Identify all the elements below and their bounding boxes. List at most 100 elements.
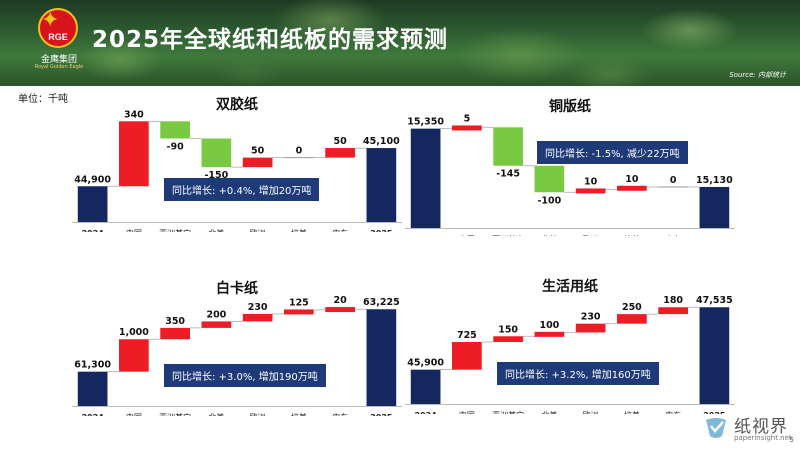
data-label: 15,130 bbox=[696, 175, 733, 186]
data-label: 0 bbox=[670, 175, 677, 186]
logo-english-name: Royal Golden Eagle bbox=[34, 64, 84, 70]
header-banner: ✦ RGE 金鹰集团 Royal Golden Eagle 2025年全球纸和纸… bbox=[0, 0, 800, 86]
data-label: 150 bbox=[498, 324, 518, 335]
data-label: 100 bbox=[539, 320, 559, 331]
data-label: 47,535 bbox=[696, 295, 733, 306]
category-label: 中东 bbox=[665, 410, 681, 414]
total-bar bbox=[410, 128, 441, 228]
category-label: 2024 bbox=[81, 229, 104, 232]
data-label: 230 bbox=[581, 312, 601, 323]
total-bar bbox=[366, 309, 397, 406]
category-label: 中国 bbox=[459, 234, 475, 236]
increase-bar bbox=[242, 313, 273, 322]
data-label: -100 bbox=[537, 195, 561, 206]
data-label: 63,225 bbox=[363, 297, 400, 308]
data-label: 45,100 bbox=[363, 136, 400, 147]
page-title: 2025年全球纸和纸板的需求预测 bbox=[92, 27, 449, 53]
increase-bar bbox=[617, 185, 647, 191]
chart-panel-coated: 铜版纸 15,350 2024 5 中国 -145 亚洲其它 -100 北美 10 欧洲 10 拉美 0… bbox=[405, 96, 735, 236]
eagle-icon: ✦ bbox=[41, 8, 60, 33]
increase-bar bbox=[201, 321, 232, 328]
chart-panel-ivory-board: 白卡纸 61,300 2024 1,000 中国 350 亚洲其它 200 北美 230 欧洲 12… bbox=[72, 276, 402, 416]
data-label: 50 bbox=[334, 136, 348, 147]
data-label: 125 bbox=[289, 297, 309, 308]
growth-note: 同比增长: +3.2%, 增加160万吨 bbox=[497, 362, 659, 385]
category-label: 欧洲 bbox=[583, 410, 599, 414]
data-label: 350 bbox=[165, 316, 185, 327]
category-label: 中国 bbox=[126, 412, 142, 416]
category-label: 2025 bbox=[703, 411, 726, 414]
increase-bar bbox=[575, 323, 606, 333]
increase-bar bbox=[658, 307, 688, 315]
category-label: 中国 bbox=[126, 228, 142, 232]
category-label: 2024 bbox=[414, 411, 437, 414]
category-label: 欧洲 bbox=[250, 228, 266, 232]
increase-bar bbox=[119, 121, 149, 187]
category-label: 2025 bbox=[370, 229, 393, 232]
increase-bar bbox=[325, 307, 355, 313]
data-label: 20 bbox=[334, 295, 348, 306]
data-label: -150 bbox=[204, 170, 228, 181]
data-label: 10 bbox=[625, 174, 639, 185]
increase-bar bbox=[452, 125, 482, 131]
category-label: 2024 bbox=[414, 235, 437, 236]
total-bar bbox=[366, 148, 397, 222]
category-label: 中国 bbox=[459, 410, 475, 414]
data-label: 1,000 bbox=[119, 327, 149, 338]
increase-bar bbox=[284, 309, 314, 315]
chart-panel-tissue: 生活用纸 45,900 2024 725 中国 150 亚洲其它 100 北美 230 欧洲 250… bbox=[405, 274, 735, 414]
category-label: 欧洲 bbox=[250, 412, 266, 416]
data-label: -145 bbox=[496, 169, 520, 180]
increase-bar bbox=[617, 314, 647, 324]
category-label: 拉美 bbox=[291, 228, 307, 232]
category-label: 北美 bbox=[541, 410, 557, 414]
chart-title: 铜版纸 bbox=[549, 99, 591, 115]
category-label: 2024 bbox=[81, 413, 104, 416]
decrease-bar bbox=[534, 165, 565, 193]
category-label: 2025 bbox=[703, 235, 726, 236]
forest-background bbox=[0, 0, 800, 86]
watermark: 纸视界 paperinsight.net bbox=[702, 410, 798, 448]
increase-bar bbox=[534, 331, 565, 337]
chart-title: 双胶纸 bbox=[216, 97, 258, 113]
logo-text: RGE bbox=[48, 32, 68, 42]
watermark-text: 纸视界 bbox=[734, 417, 788, 437]
logo-emblem bbox=[38, 8, 78, 48]
increase-bar bbox=[452, 341, 482, 370]
category-label: 亚洲其它 bbox=[492, 410, 524, 414]
total-bar bbox=[77, 371, 108, 406]
data-label: 0 bbox=[296, 146, 303, 157]
category-label: 拉美 bbox=[624, 234, 640, 236]
chart-title: 生活用纸 bbox=[542, 279, 598, 295]
waterfall-chart: 61,300 2024 1,000 中国 350 亚洲其它 200 北美 230 欧洲 125 拉美 2… bbox=[72, 295, 402, 416]
category-label: 拉美 bbox=[624, 410, 640, 414]
data-label: 725 bbox=[457, 330, 477, 341]
growth-note: 同比增长: +0.4%, 增加20万吨 bbox=[164, 178, 320, 201]
chart-panel-uncoated: 双胶纸 44,900 2024 340 中国 -90 亚洲其它 -150 北美 50 欧洲 0 拉美 5… bbox=[72, 92, 402, 232]
data-label: 44,900 bbox=[74, 174, 111, 185]
increase-bar bbox=[493, 336, 523, 342]
chart-title: 白卡纸 bbox=[216, 281, 258, 297]
category-label: 2025 bbox=[370, 413, 393, 416]
increase-bar bbox=[575, 188, 606, 194]
category-label: 欧洲 bbox=[583, 234, 599, 236]
data-label: 230 bbox=[248, 302, 268, 313]
category-label: 中东 bbox=[332, 412, 348, 416]
category-label: 北美 bbox=[208, 228, 224, 232]
unit-label: 单位：千吨 bbox=[18, 94, 68, 105]
source-note: Source: 内部统计 bbox=[729, 71, 786, 79]
category-label: 中东 bbox=[332, 228, 348, 232]
category-label: 拉美 bbox=[291, 412, 307, 416]
increase-bar bbox=[242, 157, 273, 168]
waterfall-chart: 44,900 2024 340 中国 -90 亚洲其它 -150 北美 50 欧洲 0 拉美 50 中东 4… bbox=[72, 109, 402, 232]
data-label: 5 bbox=[464, 113, 471, 124]
data-label: 180 bbox=[663, 295, 683, 306]
increase-bar bbox=[119, 339, 149, 372]
growth-note: 同比增长: -1.5%, 减少22万吨 bbox=[537, 141, 688, 164]
category-label: 亚洲其它 bbox=[159, 412, 191, 416]
data-label: 250 bbox=[622, 302, 642, 313]
increase-bar bbox=[160, 327, 190, 340]
waterfall-chart: 45,900 2024 725 中国 150 亚洲其它 100 北美 230 欧洲 250 拉美 180… bbox=[405, 295, 735, 414]
category-label: 亚洲其它 bbox=[492, 234, 524, 236]
data-label: 200 bbox=[206, 309, 226, 320]
